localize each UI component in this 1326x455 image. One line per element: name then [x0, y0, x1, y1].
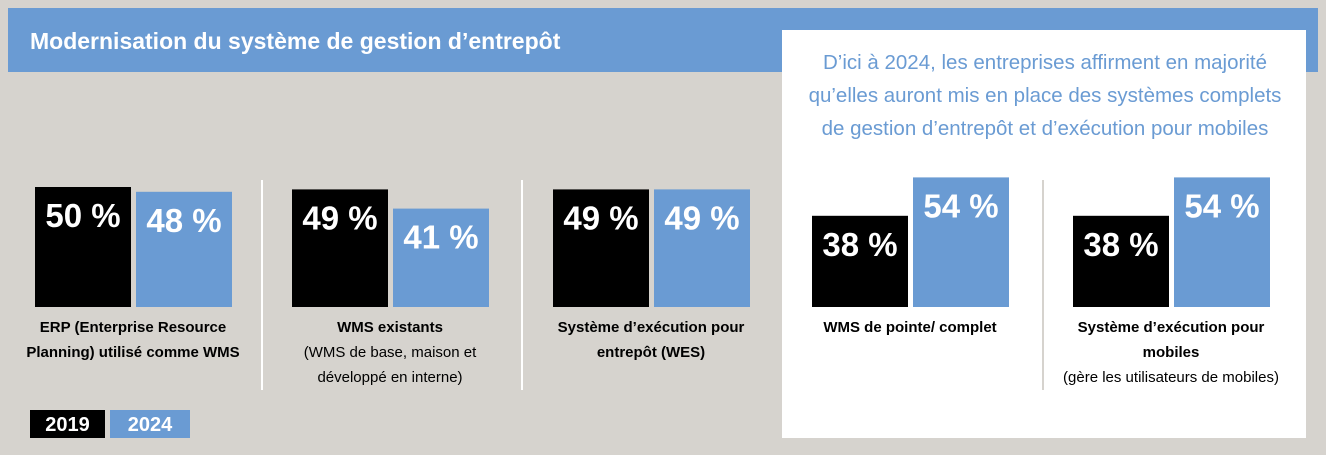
value-label: 50 %	[45, 197, 120, 234]
value-label: 41 %	[403, 219, 478, 256]
category-label: WMS de pointe/ complet	[795, 315, 1025, 340]
category-name: ERP (Enterprise Resource Planning) utili…	[26, 319, 240, 361]
legend-swatch	[30, 410, 105, 438]
value-label: 38 %	[822, 226, 897, 263]
annotation: D’ici à 2024, les entreprises affirment …	[808, 51, 1282, 140]
value-label: 49 %	[302, 199, 377, 236]
value-label: 54 %	[923, 187, 998, 224]
bar	[292, 189, 388, 307]
legend-swatch	[110, 410, 190, 438]
legend-label: 2019	[45, 414, 90, 436]
category-label: ERP (Enterprise Resource Planning) utili…	[18, 315, 248, 365]
bar	[1073, 215, 1169, 307]
bar	[35, 187, 131, 307]
bar	[136, 191, 232, 307]
chart-title: Modernisation du système de gestion d’en…	[30, 28, 561, 54]
category-label: Système d’exécution pour mobiles (gère le…	[1056, 315, 1286, 390]
bar	[1174, 177, 1270, 307]
bar	[553, 189, 649, 307]
category-note: (gère les utilisateurs de mobiles)	[1063, 369, 1279, 386]
value-label: 49 %	[664, 199, 739, 236]
category-name: WMS existants	[337, 319, 443, 336]
value-label: 49 %	[563, 199, 638, 236]
bar	[913, 177, 1009, 307]
category-label: WMS existants (WMS de base, maison et dév…	[275, 315, 505, 390]
category-name: Système d’exécution pour mobiles	[1077, 319, 1265, 361]
category-label: Système d’exécution pour entrepôt (WES)	[536, 315, 766, 365]
category-name: Système d’exécution pour entrepôt (WES)	[557, 319, 745, 361]
bar	[393, 208, 489, 307]
bar	[654, 189, 750, 307]
value-label: 54 %	[1184, 187, 1259, 224]
value-label: 38 %	[1083, 226, 1158, 263]
category-name: WMS de pointe/ complet	[823, 319, 997, 336]
value-label: 48 %	[146, 202, 221, 239]
legend-label: 2024	[128, 414, 173, 436]
category-note: (WMS de base, maison et développé en int…	[303, 344, 477, 386]
bar	[812, 215, 908, 307]
